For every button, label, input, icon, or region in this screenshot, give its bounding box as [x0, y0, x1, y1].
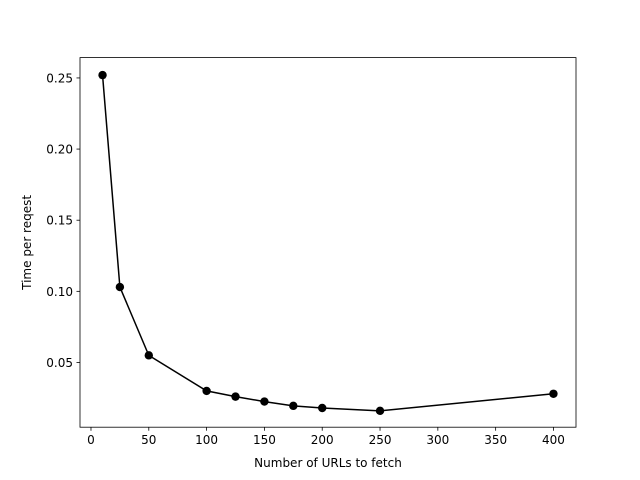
point	[202, 386, 211, 396]
x-tick-label: 200	[311, 433, 334, 447]
line	[101, 75, 554, 412]
x-tick-label: 150	[253, 433, 276, 447]
x-tick-label: 250	[369, 433, 392, 447]
point	[115, 282, 125, 292]
x-tick-label: 100	[195, 433, 218, 447]
axes-frame	[79, 57, 577, 428]
y-tick-label: 0.25	[46, 71, 73, 85]
y-tick-label: 0.15	[46, 214, 73, 228]
point	[260, 397, 269, 406]
point	[98, 70, 107, 80]
point	[549, 389, 558, 398]
y-axis-label: Time per reqest	[20, 195, 34, 291]
point	[231, 392, 240, 401]
x-tick-label: 400	[542, 433, 565, 447]
x-tick-label: 50	[141, 433, 156, 447]
y-tick-label: 0.10	[46, 285, 73, 299]
point	[318, 403, 327, 413]
point	[289, 401, 298, 411]
point	[144, 351, 153, 360]
x-tick-label: 300	[426, 433, 449, 447]
y-tick-label: 0.05	[46, 356, 73, 370]
x-tick-label: 0	[87, 433, 95, 447]
y-tick-label: 0.20	[46, 143, 73, 157]
x-tick-label: 350	[484, 433, 507, 447]
x-axis-label: Number of URLs to fetch	[254, 456, 402, 470]
point	[375, 406, 385, 416]
